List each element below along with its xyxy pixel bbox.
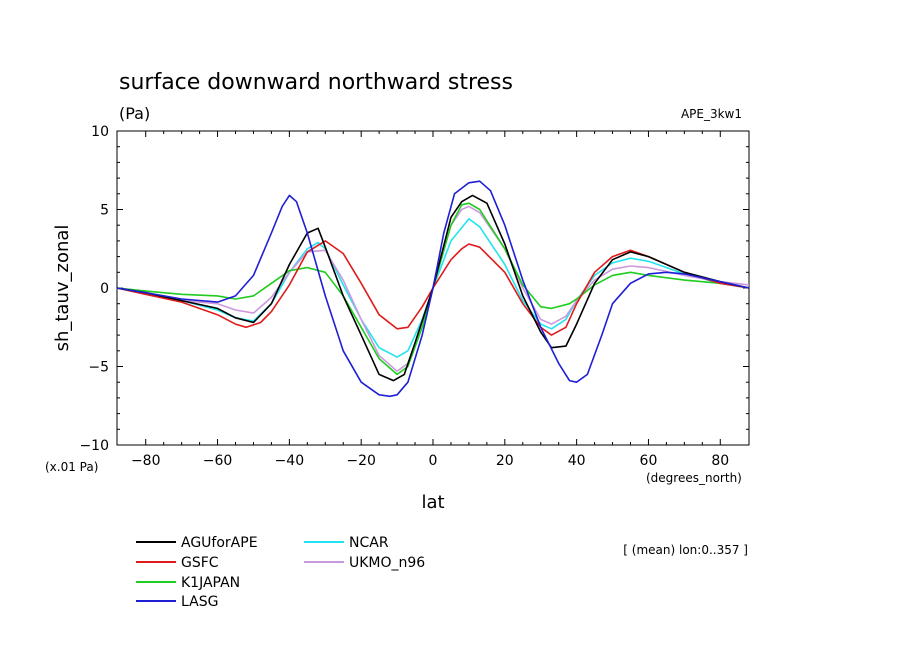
legend-label-ncar: NCAR xyxy=(349,535,389,551)
chart-title: surface downward northward stress xyxy=(119,70,513,95)
x-tick-label: −60 xyxy=(203,453,233,469)
legend: AGUforAPE GSFC K1JAPAN LASG NCAR UKMO_n96 xyxy=(136,535,425,610)
x-axis-label: lat xyxy=(421,492,444,513)
y-tick-label: 5 xyxy=(100,203,109,219)
experiment-label: APE_3kw1 xyxy=(681,107,742,121)
x-tick-label: −40 xyxy=(275,453,305,469)
x-unit-note: (degrees_north) xyxy=(646,471,742,485)
x-tick-labels: −80 −60 −40 −20 0 20 40 60 80 xyxy=(131,453,729,469)
units-label: (Pa) xyxy=(119,104,150,123)
legend-label-aguforape: AGUforAPE xyxy=(181,535,258,551)
x-tick-label: −80 xyxy=(131,453,161,469)
series-line-k1japan xyxy=(116,202,750,376)
legend-label-ukmo-n96: UKMO_n96 xyxy=(349,555,425,571)
y-scale-note: (x.01 Pa) xyxy=(45,460,98,474)
x-tick-label: 0 xyxy=(429,453,438,469)
axis-ticks xyxy=(117,130,749,446)
x-tick-label: −20 xyxy=(346,453,376,469)
x-tick-label: 40 xyxy=(568,453,586,469)
mean-annotation: [ (mean) lon:0..357 ] xyxy=(623,543,748,557)
y-axis-label: sh_tauv_zonal xyxy=(52,225,73,352)
x-tick-label: 20 xyxy=(496,453,514,469)
x-tick-label: 60 xyxy=(640,453,658,469)
series-lines xyxy=(116,180,750,398)
y-tick-label: 0 xyxy=(100,281,109,297)
x-tick-label: 80 xyxy=(711,453,729,469)
y-tick-label: 10 xyxy=(91,124,109,140)
y-tick-labels: −10 −5 0 5 10 xyxy=(79,124,109,454)
legend-label-k1japan: K1JAPAN xyxy=(181,575,240,591)
legend-label-lasg: LASG xyxy=(181,594,218,610)
y-tick-label: −10 xyxy=(79,438,109,454)
series-line-lasg xyxy=(116,180,750,398)
y-tick-label: −5 xyxy=(88,360,109,376)
legend-label-gsfc: GSFC xyxy=(181,555,219,571)
